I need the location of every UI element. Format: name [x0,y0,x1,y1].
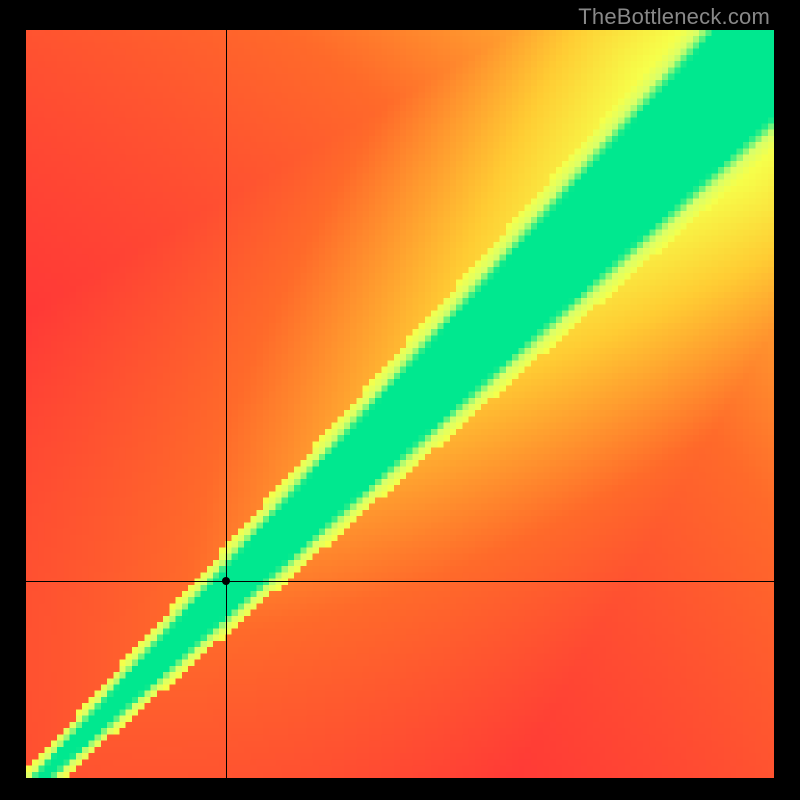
bottleneck-heatmap [26,30,774,778]
crosshair-horizontal [26,581,774,582]
chart-frame: TheBottleneck.com [0,0,800,800]
watermark-text: TheBottleneck.com [578,4,770,30]
heatmap-canvas [26,30,774,778]
crosshair-point [222,577,230,585]
crosshair-vertical [226,30,227,778]
